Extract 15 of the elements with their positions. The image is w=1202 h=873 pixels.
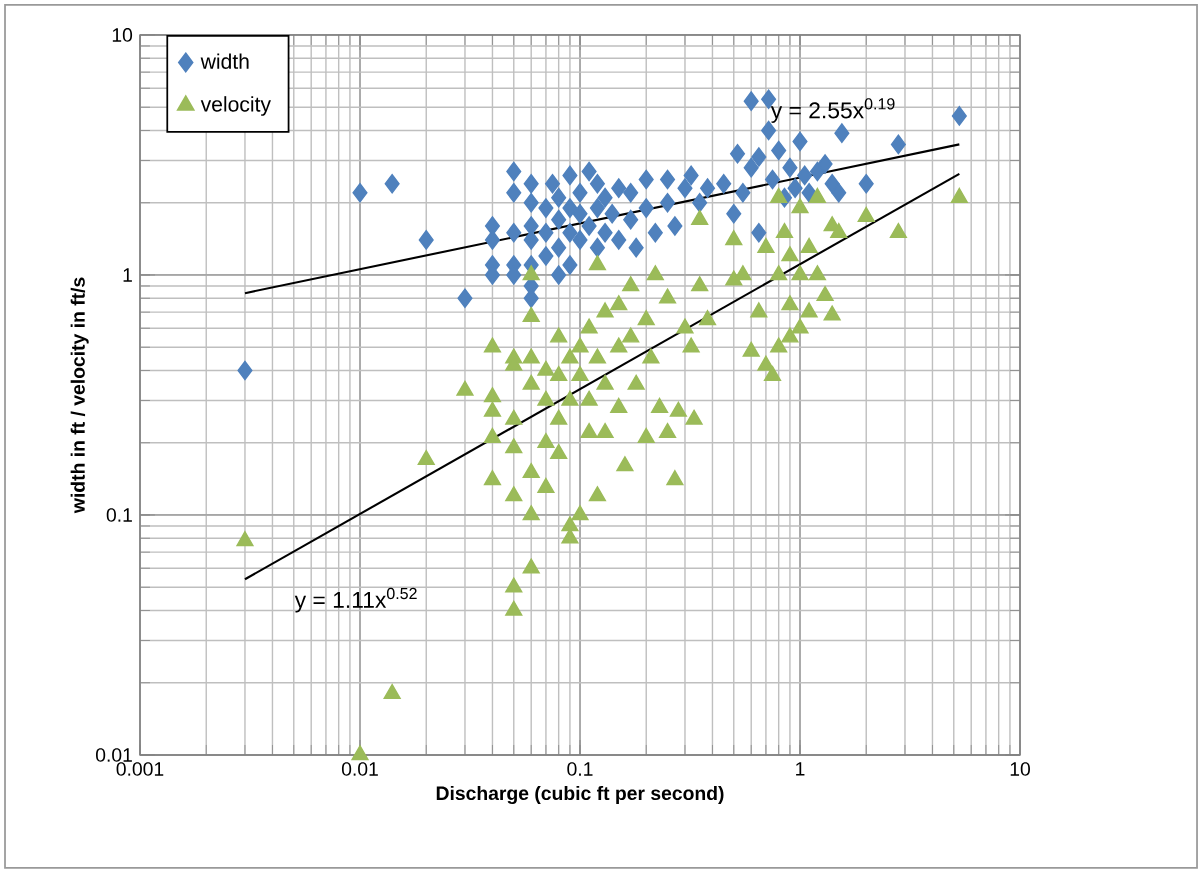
y-tick-label: 1 [123,268,132,282]
x-axis-title: Discharge (cubic ft per second) [436,785,724,804]
x-tick-label: 1 [796,762,805,776]
x-tick-label: 0.1 [567,762,593,776]
x-tick-label: 0.01 [341,762,378,776]
y-tick-label: 0.1 [106,508,132,522]
y-tick-label: 0.01 [96,748,132,762]
legend-label: width [200,53,249,69]
annotation: y = 1.11x$^{0.52}$ [294,587,417,613]
x-tick-label: 0.001 [116,762,164,776]
x-tick-label: 10 [1010,762,1030,776]
y-tick-label: 10 [112,28,133,42]
y-axis-title: width in ft / velocity in ft/s [70,277,89,514]
annotation: y = 2.55x$^{0.19}$ [770,98,895,123]
legend-label: velocity [200,96,271,116]
